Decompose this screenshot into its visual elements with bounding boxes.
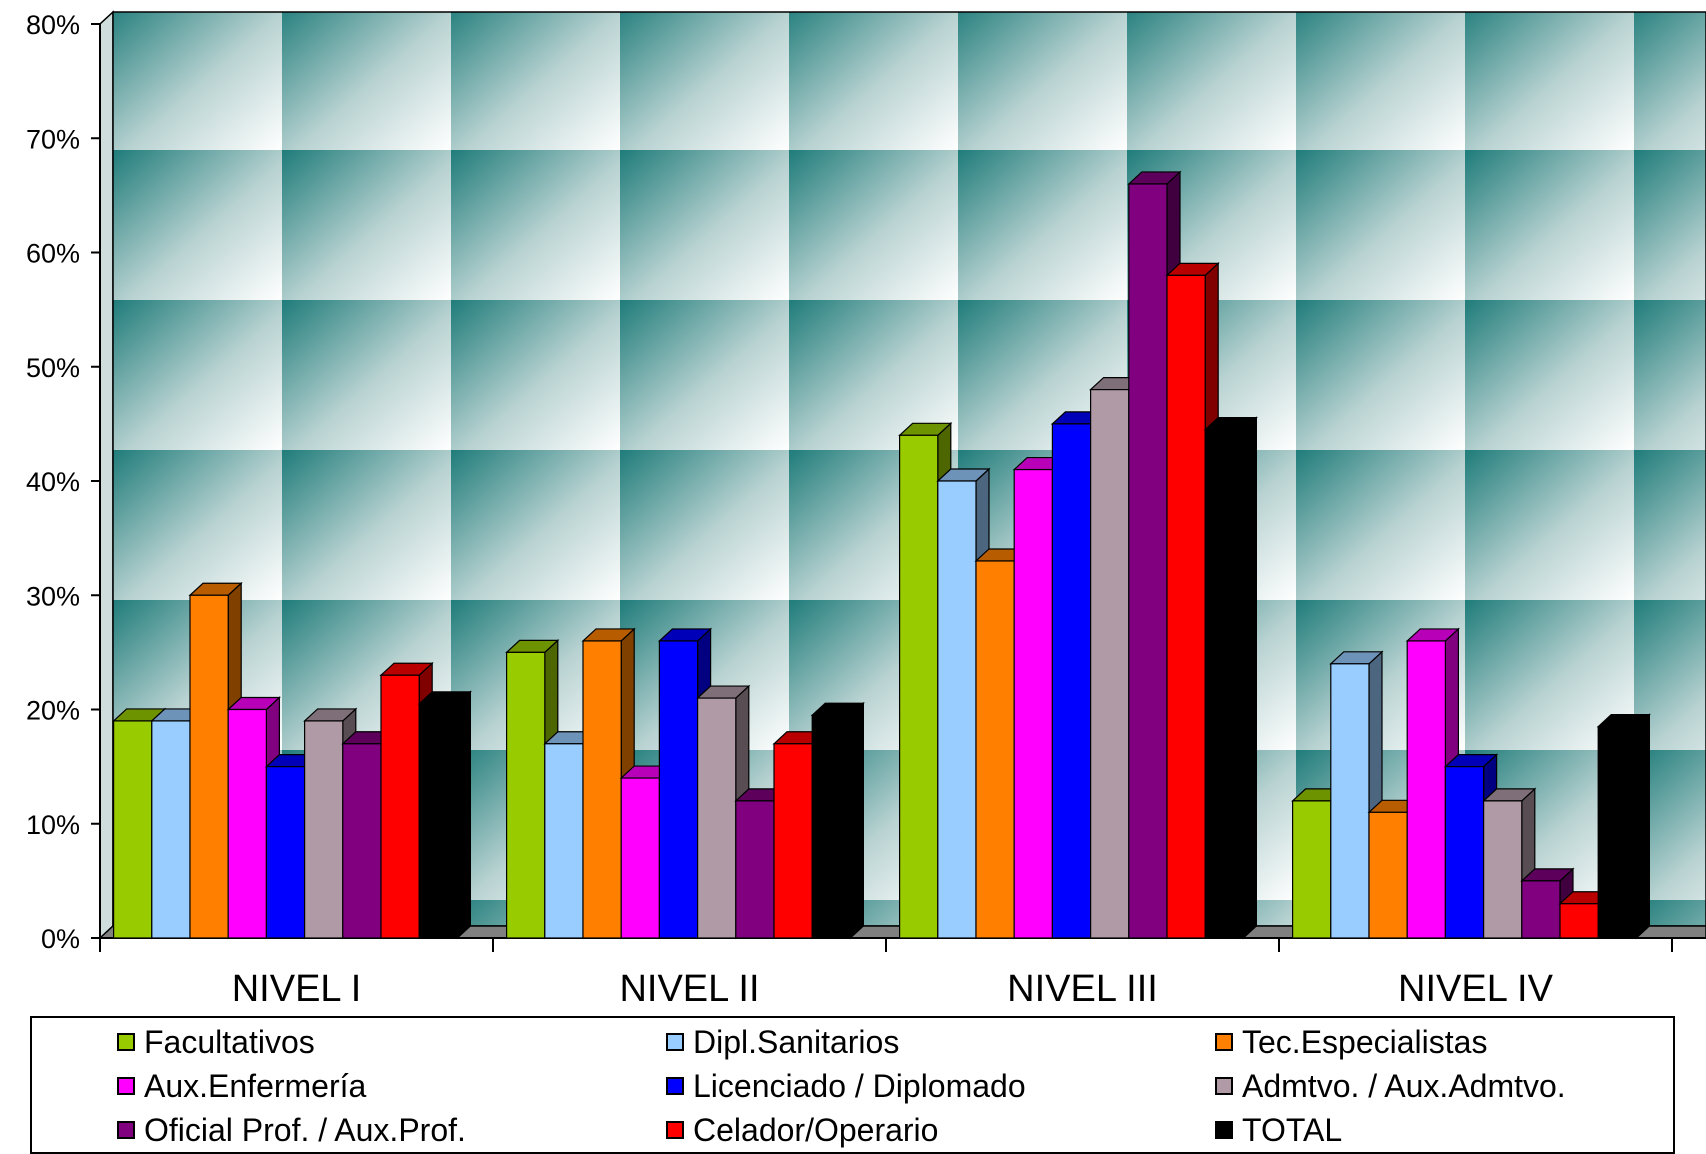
bar	[696, 697, 737, 939]
y-tick-label: 80%	[26, 10, 80, 40]
bar	[1013, 468, 1054, 939]
bar	[1204, 428, 1244, 939]
legend: Facultativos Dipl.Sanitarios Tec.Especiali…	[30, 1016, 1675, 1154]
legend-label: Celador/Operario	[693, 1111, 939, 1148]
y-tick-label: 40%	[26, 467, 80, 497]
bar	[1291, 800, 1332, 939]
legend-label: Oficial Prof. / Aux.Prof.	[144, 1111, 466, 1148]
legend-label: Dipl.Sanitarios	[693, 1023, 900, 1060]
legend-swatch	[666, 1077, 684, 1095]
legend-item: Celador/Operario	[666, 1108, 1215, 1152]
bar	[1482, 800, 1523, 939]
x-category-label: NIVEL I	[232, 968, 362, 1010]
bar-side	[849, 701, 865, 940]
bar	[1444, 766, 1485, 939]
bar	[304, 720, 344, 939]
bars	[112, 170, 1651, 940]
legend-item: Aux.Enfermería	[117, 1064, 666, 1108]
bar-side	[1635, 713, 1651, 940]
bar	[1368, 811, 1408, 939]
legend-item: TOTAL	[1215, 1108, 1673, 1152]
legend-swatch	[117, 1077, 135, 1095]
legend-item: Dipl.Sanitarios	[666, 1020, 1215, 1064]
bar	[898, 434, 939, 939]
y-tick-label: 70%	[26, 124, 80, 154]
bar	[582, 640, 622, 939]
axis-labels: 0% 10% 20% 30% 40% 50% 60% 70% 80% NIVEL I NIVEL I…	[26, 10, 1554, 1010]
x-category-label: NIVEL II	[619, 968, 759, 1010]
legend-swatch	[117, 1121, 135, 1139]
legend-item: Licenciado / Diplomado	[666, 1064, 1215, 1108]
bar	[1051, 423, 1092, 939]
bar-chart: 0% 10% 20% 30% 40% 50% 60% 70% 80% NIVEL I NIVEL I…	[26, 10, 1706, 1010]
bar	[1330, 663, 1370, 939]
x-category-label: NIVEL III	[1007, 968, 1158, 1010]
y-tick-label: 0%	[41, 924, 80, 954]
y-tick-label: 30%	[26, 581, 80, 611]
y-tick-label: 10%	[26, 810, 80, 840]
legend-item: Facultativos	[117, 1020, 666, 1064]
bar	[811, 714, 852, 939]
y-tick-label: 20%	[26, 696, 80, 726]
bar	[265, 766, 306, 939]
bar	[937, 480, 977, 939]
legend-item: Tec.Especialistas	[1215, 1020, 1673, 1064]
legend-item: Admtvo. / Aux.Admtvo.	[1215, 1064, 1673, 1108]
bar	[975, 560, 1015, 939]
legend-label: Facultativos	[144, 1023, 315, 1060]
bar	[112, 720, 153, 939]
x-category-label: NIVEL IV	[1398, 968, 1554, 1010]
bar	[1521, 880, 1561, 939]
bar	[735, 800, 775, 939]
bar	[189, 594, 229, 939]
bar	[1406, 640, 1446, 939]
bar	[1559, 903, 1599, 939]
bar	[342, 743, 382, 939]
legend-swatch	[1215, 1077, 1233, 1095]
bar	[380, 674, 420, 939]
bar-side	[1242, 416, 1258, 940]
legend-label: TOTAL	[1242, 1111, 1343, 1148]
bar	[1128, 183, 1168, 939]
legend-label: Licenciado / Diplomado	[693, 1067, 1026, 1104]
side-wall	[99, 10, 114, 940]
bar	[1166, 274, 1206, 939]
bar	[506, 651, 546, 939]
legend-label: Admtvo. / Aux.Admtvo.	[1242, 1067, 1566, 1104]
bar	[418, 703, 459, 939]
legend-swatch	[1215, 1033, 1233, 1051]
legend-swatch	[1215, 1121, 1233, 1139]
legend-item: Oficial Prof. / Aux.Prof.	[117, 1108, 666, 1152]
bar	[1089, 389, 1130, 939]
y-tick-label: 60%	[26, 239, 80, 269]
legend-swatch	[666, 1121, 684, 1139]
bar	[1597, 726, 1637, 939]
legend-label: Aux.Enfermería	[144, 1067, 367, 1104]
y-tick-label: 50%	[26, 353, 80, 383]
bar	[227, 708, 267, 939]
bar	[658, 640, 699, 939]
legend-swatch	[117, 1033, 135, 1051]
legend-label: Tec.Especialistas	[1242, 1023, 1488, 1060]
bar	[151, 720, 191, 939]
bar	[620, 777, 661, 939]
legend-swatch	[666, 1033, 684, 1051]
bar	[544, 743, 584, 939]
bar	[773, 743, 813, 939]
bar-side	[456, 690, 471, 940]
